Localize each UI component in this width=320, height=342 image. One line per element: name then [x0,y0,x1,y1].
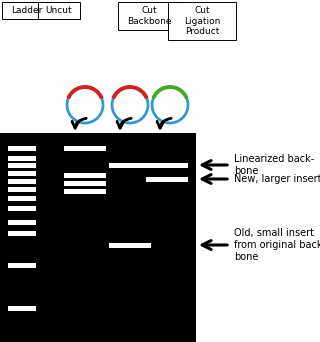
Bar [8,206,36,210]
Bar [64,181,106,185]
Bar [109,242,151,248]
Text: Linearized back-
bone: Linearized back- bone [234,154,314,176]
Bar [168,2,236,40]
Bar [109,162,151,168]
Bar [8,145,36,150]
Bar [146,176,188,182]
Text: Cut
Backbone: Cut Backbone [127,6,171,26]
Bar [64,172,106,177]
Bar [0,133,196,342]
Bar [8,156,36,160]
Bar [146,162,188,168]
Text: Uncut: Uncut [46,6,72,15]
Text: New, larger insert: New, larger insert [234,174,320,184]
Bar [8,220,36,224]
Bar [8,196,36,200]
Bar [118,2,180,30]
Bar [64,145,106,150]
Bar [8,179,36,184]
Bar [8,171,36,175]
Text: Cut
Ligation
Product: Cut Ligation Product [184,6,220,36]
Bar [8,305,36,311]
Text: Ladder: Ladder [11,6,43,15]
Bar [8,186,36,192]
Bar [64,188,106,194]
Bar [38,2,80,19]
Bar [2,2,52,19]
Text: Old, small insert
from original back-
bone: Old, small insert from original back- bo… [234,227,320,262]
Bar [8,231,36,236]
Bar [8,263,36,267]
Bar [8,162,36,168]
